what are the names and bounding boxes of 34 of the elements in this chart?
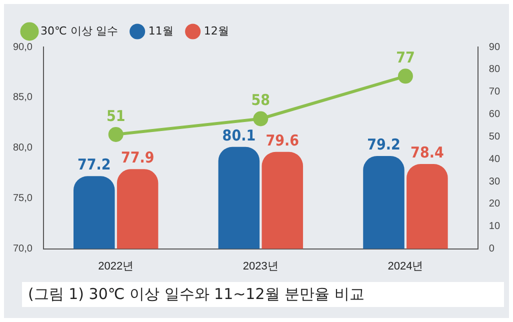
- y2-tick-label: 10: [488, 221, 500, 232]
- text: (그림 1) 30℃ 이상 일수와 11~12월 분만율 비교: [22, 282, 504, 307]
- data-label: 77: [396, 48, 415, 67]
- y-tick-label: 80,0: [12, 142, 33, 154]
- x-tick-label: 2024년: [388, 260, 424, 272]
- legend-label: 11월: [148, 24, 174, 38]
- y-tick-label: 70,0: [12, 244, 33, 255]
- point: [398, 68, 413, 84]
- x-tick-label: 2023년: [242, 260, 278, 272]
- y-tick-label: 85,0: [12, 92, 33, 104]
- y2-tick-label: 80: [488, 64, 500, 76]
- point: [108, 126, 124, 142]
- data-label: 58: [251, 91, 270, 110]
- data-label: 77.2: [77, 156, 111, 174]
- legend-label: 12월: [204, 24, 229, 38]
- data-label: 79.6: [266, 131, 300, 150]
- legend-label: 30℃ 이상 일수: [40, 24, 118, 38]
- y2-tick-label: 30: [488, 176, 500, 188]
- y-tick-label: 90,0: [12, 42, 33, 53]
- data-label: 79.2: [367, 135, 400, 154]
- data-label: 80.1: [222, 126, 256, 144]
- y2-tick-label: 0: [488, 244, 495, 255]
- y2-tick-label: 50: [488, 131, 500, 142]
- data-label: 78.4: [410, 143, 444, 162]
- y2-tick-label: 90: [488, 42, 500, 53]
- y2-tick-label: 70: [488, 86, 500, 98]
- y2-tick-label: 60: [488, 109, 500, 120]
- data-label: 77.9: [120, 148, 154, 166]
- y2-tick-label: 40: [488, 154, 500, 165]
- point: [253, 111, 268, 126]
- data-label: 51: [106, 106, 126, 125]
- y2-tick-label: 20: [488, 198, 500, 210]
- x-tick-label: 2022년: [98, 260, 134, 272]
- y-tick-label: 75,0: [12, 193, 33, 204]
